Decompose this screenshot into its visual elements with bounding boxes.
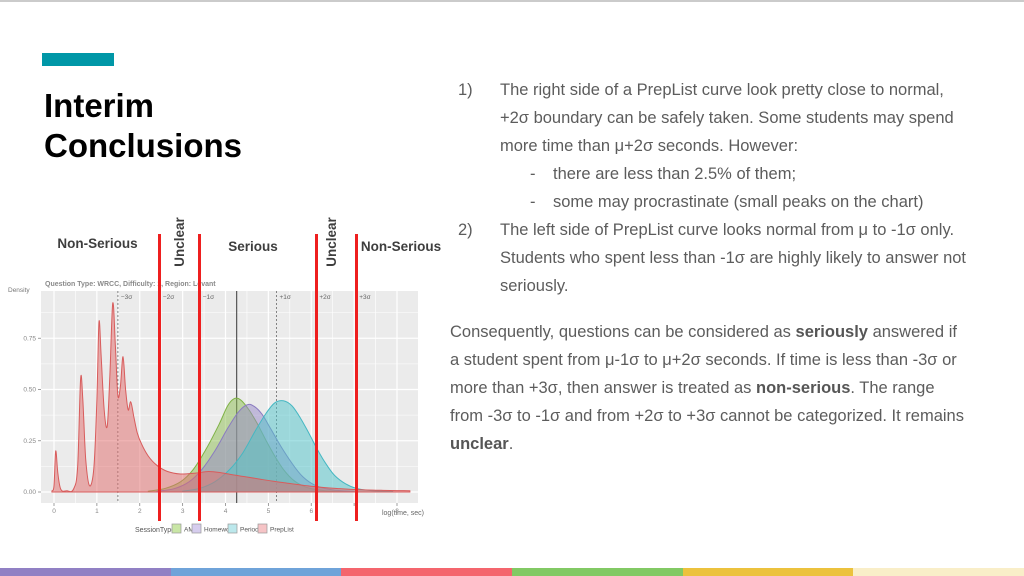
legend-swatch-preplist (257, 523, 268, 534)
density-curve-preplist (51, 302, 411, 493)
x-tick-label: 5 (267, 508, 271, 515)
x-tick-label: 8 (395, 508, 399, 515)
zone-boundary-red-line (314, 234, 318, 521)
density-curve-periodic (182, 400, 394, 493)
footer-stripe-segment (682, 568, 854, 576)
legend-label-periodic: Periodic (240, 527, 264, 534)
page-title-line1: Interim (44, 87, 155, 124)
bold-text: seriously (795, 323, 868, 341)
legend-label-preplist: PrepList (270, 527, 294, 534)
x-tick-label: 1 (95, 508, 99, 515)
footer-stripe-segment (341, 568, 513, 576)
conclusions-text-panel: 1) The right side of a PrepList curve loo… (450, 76, 970, 458)
list-item-marker: 1) (458, 81, 473, 99)
sigma-label: −1σ (203, 294, 214, 301)
y-tick-label: 0.00 (23, 489, 36, 496)
zone-boundary-red-line (158, 234, 162, 521)
y-axis-title: Density (8, 287, 30, 294)
legend-swatch-homework (191, 523, 202, 534)
x-tick-label: 2 (138, 508, 142, 515)
legend-label-homework: Homework (204, 527, 236, 534)
text: answered if a student spent from μ-1σ to… (450, 323, 957, 397)
footer-color-stripe (0, 568, 1024, 576)
footer-stripe-segment (170, 568, 342, 576)
y-tick-label: 0.25 (23, 438, 36, 445)
text: . The range from -3σ to -1σ and from +2σ… (450, 379, 964, 425)
page-title: Interim Conclusions (44, 86, 364, 166)
numbered-list: 1) The right side of a PrepList curve loo… (450, 76, 970, 300)
x-tick-label: 6 (309, 508, 313, 515)
legend-title: SessionType (135, 527, 175, 534)
footer-stripe-segment (512, 568, 683, 576)
sub-item-dash: - (530, 165, 536, 183)
y-tick-label: 0.75 (23, 335, 36, 342)
sigma-label: −3σ (121, 294, 132, 301)
sub-list-item: - some may procrastinate (small peaks on … (450, 188, 970, 216)
sigma-label: +3σ (359, 294, 370, 301)
zone-boundary-red-line (198, 234, 202, 521)
x-tick-label: 0 (52, 508, 56, 515)
x-axis-title: log(time, sec) (382, 510, 424, 517)
sigma-label: −2σ (163, 294, 174, 301)
density-chart: −3σ −2σ −1σ +1σ +2σ +3σ Question Type: WRCC, D… (8, 281, 424, 534)
footer-stripe-segment (853, 568, 1024, 576)
sub-item-dash: - (530, 193, 536, 211)
list-item: 2) The left side of PrepList curve looks … (450, 216, 970, 300)
conclusion-paragraph: Consequently, questions can be considere… (450, 318, 970, 458)
legend-label-ams: AMS (184, 527, 199, 534)
zone-label-non-serious-left: Non-Serious (57, 236, 138, 251)
footer-stripe-segment (0, 568, 171, 576)
zone-label-non-serious-right: Non-Serious (360, 239, 442, 254)
list-item-text: The left side of PrepList curve looks no… (500, 221, 967, 295)
bold-text: non-serious (755, 379, 851, 397)
title-accent-bar (42, 53, 114, 66)
x-tick-label: 3 (181, 508, 185, 515)
sigma-label: +1σ (280, 294, 291, 301)
legend-swatch-ams (171, 523, 182, 534)
y-tick-label: 0.50 (23, 387, 36, 394)
legend-swatch-periodic (227, 523, 238, 534)
zone-label-serious: Serious (228, 239, 278, 254)
chart-title: Question Type: WRCC, Difficulty: 1, Regi… (45, 281, 216, 288)
zone-label-unclear-right: Unclear (324, 217, 339, 267)
zone-label-unclear-left: Unclear (172, 217, 187, 267)
page-title-line2: Conclusions (44, 127, 243, 164)
text: . (508, 435, 514, 453)
list-item-text: The right side of a PrepList curve look … (500, 81, 954, 155)
sigma-label: +2σ (319, 294, 330, 301)
zone-boundary-red-line (354, 234, 358, 521)
sub-item-text: some may procrastinate (small peaks on t… (553, 193, 924, 211)
top-divider-line (0, 0, 1024, 2)
list-item-marker: 2) (458, 221, 473, 239)
sub-list-item: - there are less than 2.5% of them; (450, 160, 970, 188)
x-tick-label: 4 (224, 508, 228, 515)
sub-item-text: there are less than 2.5% of them; (553, 165, 797, 183)
list-item: 1) The right side of a PrepList curve loo… (450, 76, 970, 160)
bold-text: unclear (450, 435, 509, 453)
text: Consequently, questions can be considere… (450, 323, 796, 341)
